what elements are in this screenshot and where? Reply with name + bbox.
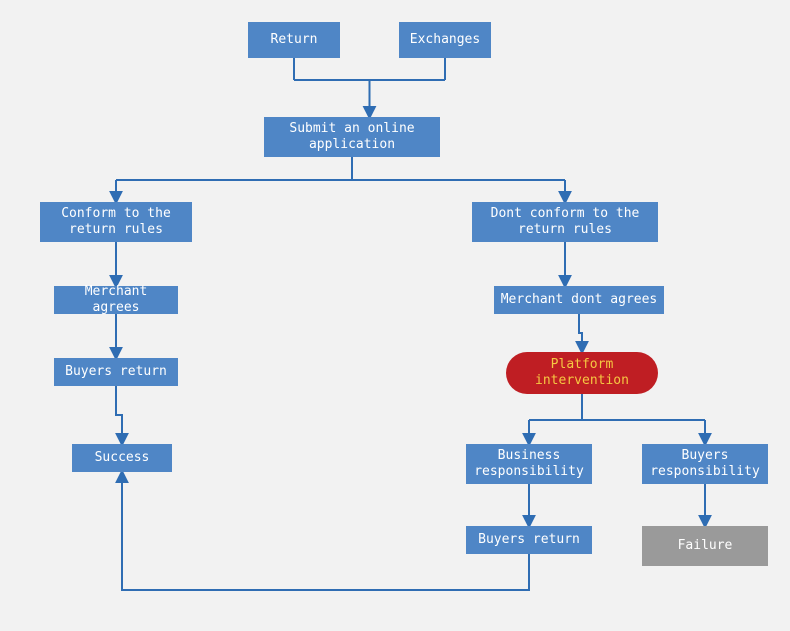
node-failure: Failure — [642, 526, 768, 566]
node-submit: Submit an onlineapplication — [264, 117, 440, 157]
node-success: Success — [72, 444, 172, 472]
node-bizresp: Businessresponsibility — [466, 444, 592, 484]
node-notconform: Dont conform to thereturn rules — [472, 202, 658, 242]
node-platform: Platformintervention — [506, 352, 658, 394]
node-buyret2: Buyers return — [466, 526, 592, 554]
node-magree: Merchant agrees — [54, 286, 178, 314]
node-return: Return — [248, 22, 340, 58]
node-buyresp: Buyersresponsibility — [642, 444, 768, 484]
node-buyret1: Buyers return — [54, 358, 178, 386]
node-exchanges: Exchanges — [399, 22, 491, 58]
node-mnotagree: Merchant dont agrees — [494, 286, 664, 314]
node-conform: Conform to thereturn rules — [40, 202, 192, 242]
